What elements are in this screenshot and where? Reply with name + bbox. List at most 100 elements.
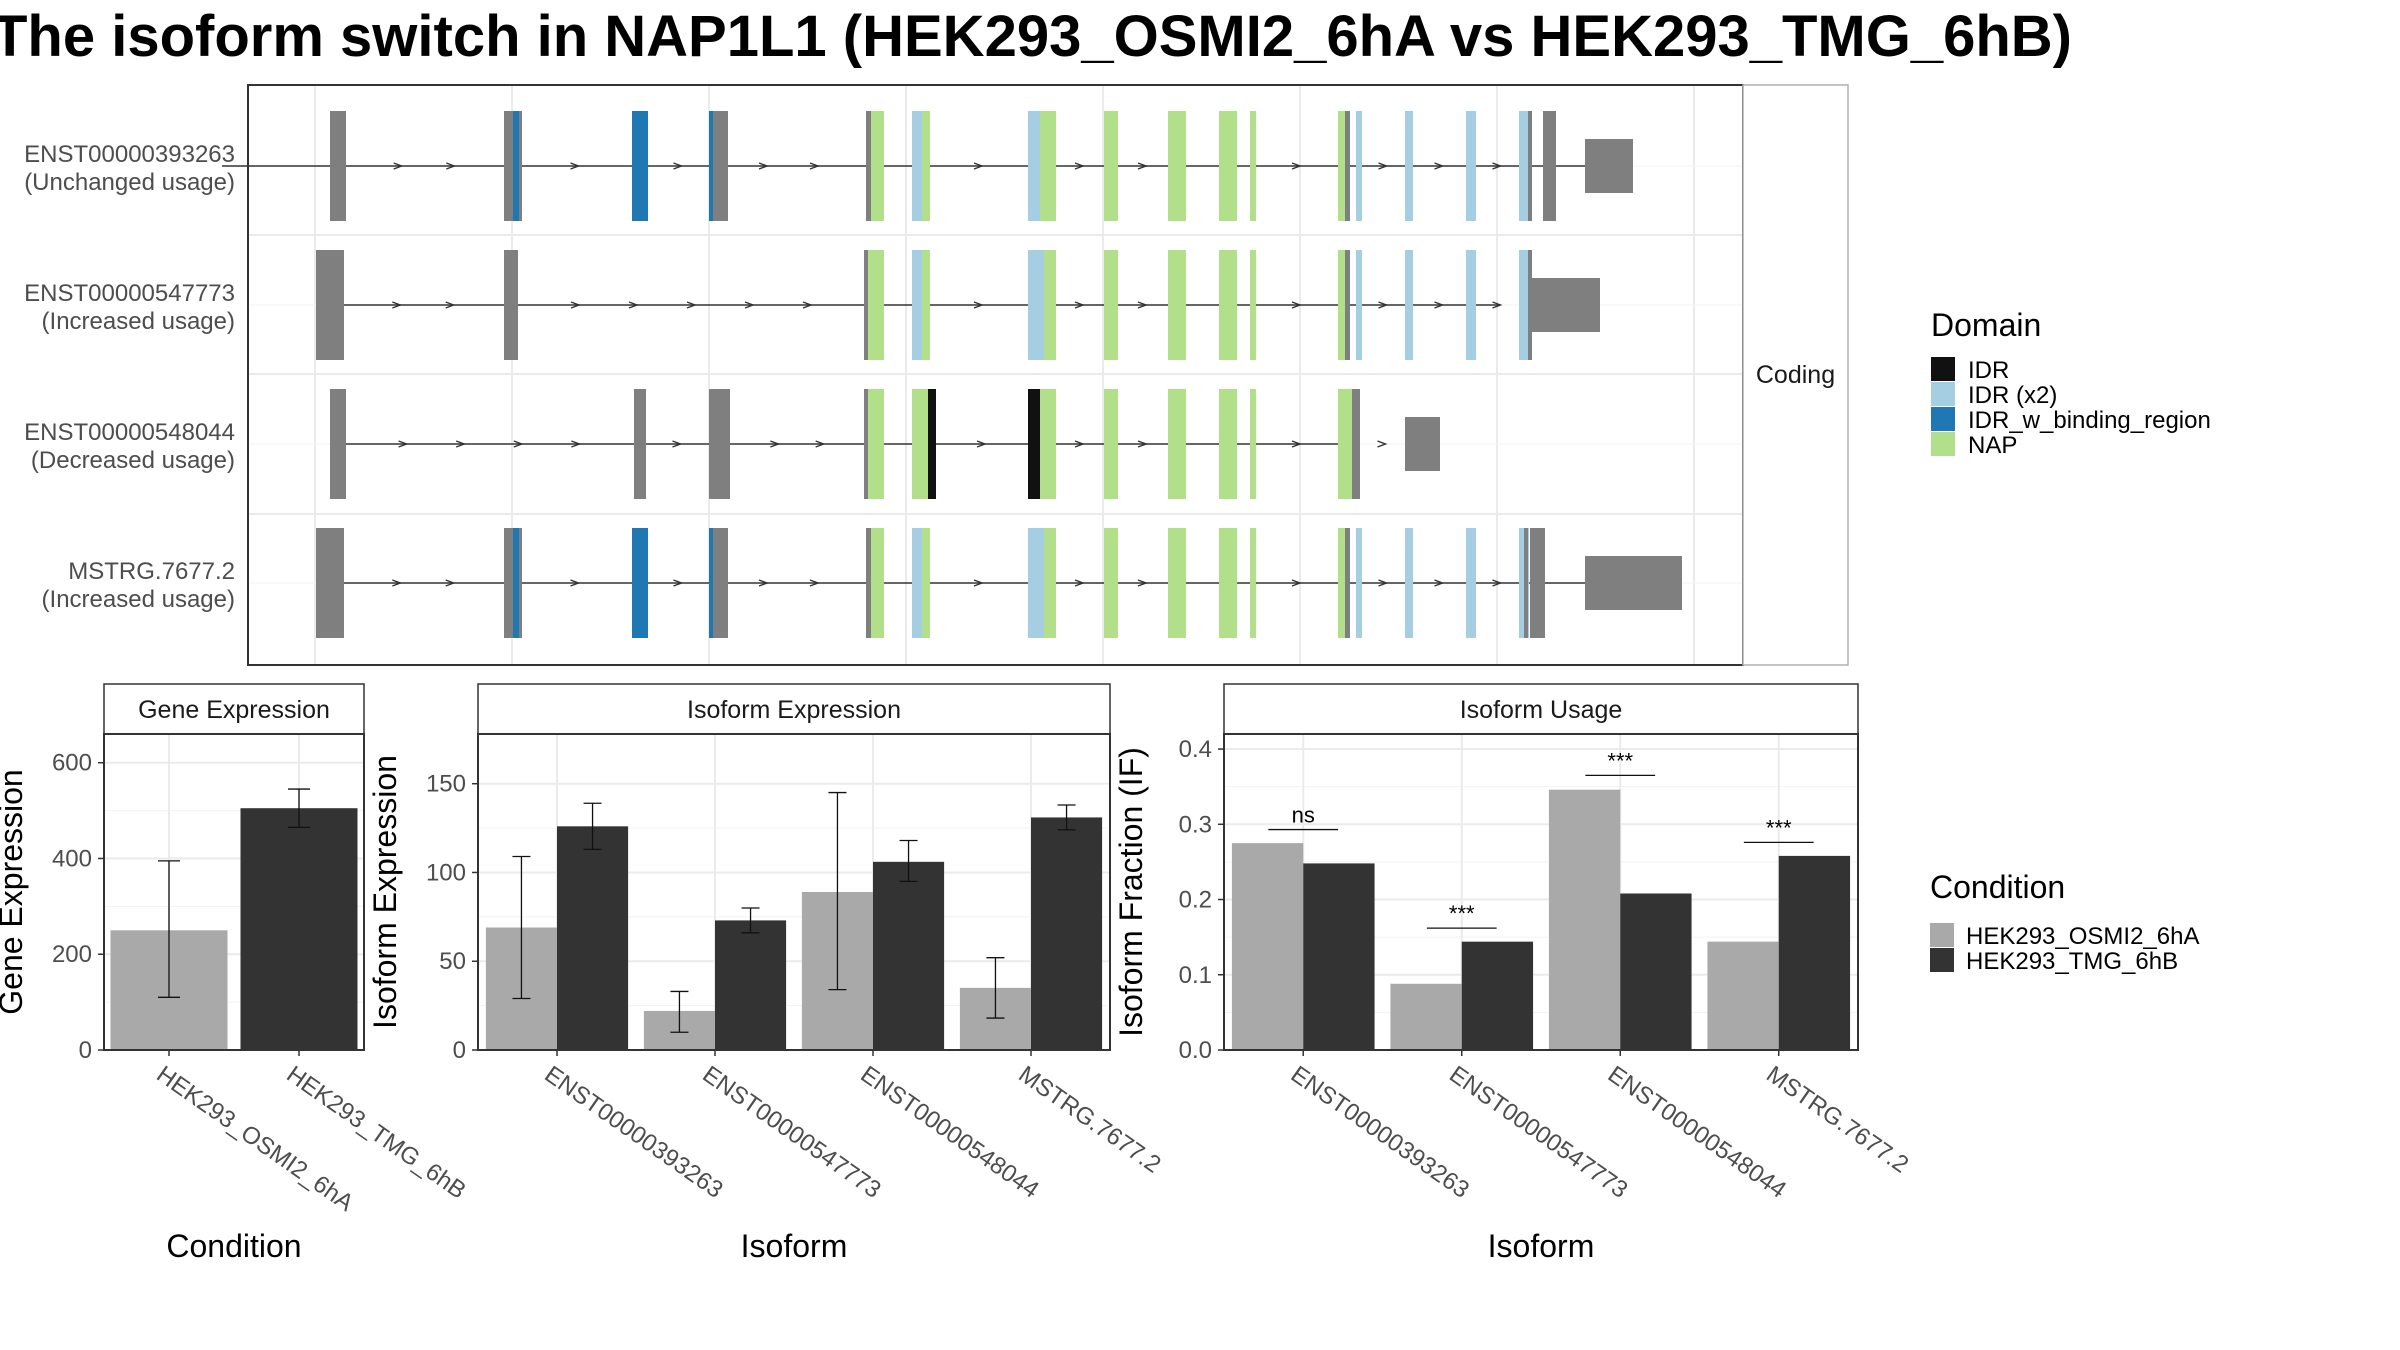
y-tick-label: 0.1 xyxy=(1179,962,1212,989)
exon-block xyxy=(1345,528,1350,638)
transcript-id-label: ENST00000547773 xyxy=(24,280,235,307)
direction-arrow xyxy=(1137,162,1148,170)
transcript-structure-panel: ENST00000393263(Unchanged usage) ENST0000… xyxy=(24,84,1849,666)
domain-exon xyxy=(1168,111,1186,221)
domain-exon xyxy=(1219,528,1237,638)
transcript-track xyxy=(316,250,1600,360)
direction-arrow xyxy=(628,301,639,309)
domain-exon xyxy=(1219,111,1237,221)
exon-block xyxy=(709,111,728,221)
direction-arrow xyxy=(1074,301,1085,309)
domain-legend-label: NAP xyxy=(1968,432,2017,459)
bar xyxy=(1548,789,1621,1050)
direction-arrow xyxy=(570,579,581,587)
domain-legend-key xyxy=(1931,357,1955,381)
direction-arrow xyxy=(1074,579,1085,587)
domain-exon xyxy=(1040,389,1056,499)
domain-exon xyxy=(912,389,928,499)
transcript-track xyxy=(316,528,1682,638)
domain-exon xyxy=(513,111,519,221)
x-axis-title: Isoform xyxy=(1488,1228,1595,1264)
x-tick-label: MSTRG.7677.2 xyxy=(1014,1061,1166,1179)
direction-arrow xyxy=(744,301,755,309)
direction-arrow xyxy=(973,301,984,309)
domain-exon xyxy=(1405,250,1413,360)
exon-block xyxy=(504,250,518,360)
direction-arrow xyxy=(673,579,684,587)
domain-exon xyxy=(1219,389,1237,499)
y-tick-label: 150 xyxy=(426,771,466,798)
direction-arrow xyxy=(571,440,582,448)
bar xyxy=(1031,817,1103,1050)
bar xyxy=(873,861,945,1050)
domain-exon xyxy=(922,528,930,638)
direction-arrow xyxy=(809,579,820,587)
y-axis-title: Gene Expression xyxy=(0,769,29,1014)
transcript-usage-label: (Increased usage) xyxy=(42,586,235,613)
x-axis-title: Isoform xyxy=(741,1228,848,1264)
y-tick-label: 0.4 xyxy=(1179,736,1212,763)
domain-exon xyxy=(1028,111,1040,221)
direction-arrow xyxy=(392,579,403,587)
domain-legend-label: IDR xyxy=(1968,357,2009,384)
domain-exon xyxy=(1044,250,1056,360)
domain-exon xyxy=(1519,111,1529,221)
domain-exon xyxy=(912,528,922,638)
direction-arrow xyxy=(398,440,409,448)
transcript-usage-label: (Decreased usage) xyxy=(31,447,235,474)
transcript-usage-label: (Increased usage) xyxy=(42,308,235,335)
y-tick-label: 200 xyxy=(52,941,92,968)
bar xyxy=(1461,941,1534,1050)
condition-legend-key xyxy=(1930,948,1954,972)
exon-block xyxy=(1585,139,1633,193)
condition-legend-title: Condition xyxy=(1930,869,2065,905)
domain-exon xyxy=(1466,528,1476,638)
domain-exon xyxy=(928,389,936,499)
domain-exon xyxy=(1405,528,1413,638)
domain-exon xyxy=(709,528,713,638)
domain-exon xyxy=(1104,528,1118,638)
domain-exon xyxy=(1104,389,1118,499)
direction-arrow xyxy=(1137,301,1148,309)
domain-exon xyxy=(1338,389,1352,499)
y-tick-label: 50 xyxy=(439,948,466,975)
direction-arrow xyxy=(455,440,467,448)
exon-block xyxy=(316,528,344,638)
exon-block xyxy=(1530,528,1545,638)
structure-strip-label: Coding xyxy=(1756,361,1835,389)
direction-arrow xyxy=(445,579,456,587)
direction-arrow xyxy=(973,162,984,170)
direction-arrow xyxy=(446,162,457,170)
domain-exon xyxy=(912,250,922,360)
domain-legend-key xyxy=(1931,407,1955,431)
domain-exon xyxy=(632,111,648,221)
exon-block xyxy=(709,528,728,638)
y-tick-label: 0 xyxy=(453,1037,466,1064)
domain-exon xyxy=(1250,111,1256,221)
y-tick-label: 0.2 xyxy=(1179,887,1212,914)
bar xyxy=(1620,893,1692,1050)
exon-block xyxy=(1530,278,1600,332)
exon-block xyxy=(1405,417,1440,471)
transcript-track xyxy=(222,111,1633,221)
bar xyxy=(1303,863,1375,1050)
direction-arrow xyxy=(1378,301,1389,309)
direction-arrow xyxy=(1378,579,1389,587)
direction-arrow xyxy=(1074,440,1085,448)
x-tick-label: MSTRG.7677.2 xyxy=(1761,1061,1913,1179)
exon-block xyxy=(634,389,646,499)
direction-arrow xyxy=(1492,162,1503,170)
exon-block xyxy=(330,111,346,221)
direction-arrow xyxy=(1434,579,1445,587)
domain-exon xyxy=(632,528,648,638)
domain-legend-key xyxy=(1931,432,1955,456)
y-tick-label: 0.0 xyxy=(1179,1037,1212,1064)
y-axis-title: Isoform Fraction (IF) xyxy=(1113,747,1149,1037)
exon-block xyxy=(1543,111,1556,221)
panel-strip-label: Isoform Usage xyxy=(1460,696,1623,724)
direction-arrow xyxy=(445,301,456,309)
y-tick-label: 0.3 xyxy=(1179,811,1212,838)
direction-arrow xyxy=(815,440,826,448)
bar xyxy=(1231,843,1304,1050)
